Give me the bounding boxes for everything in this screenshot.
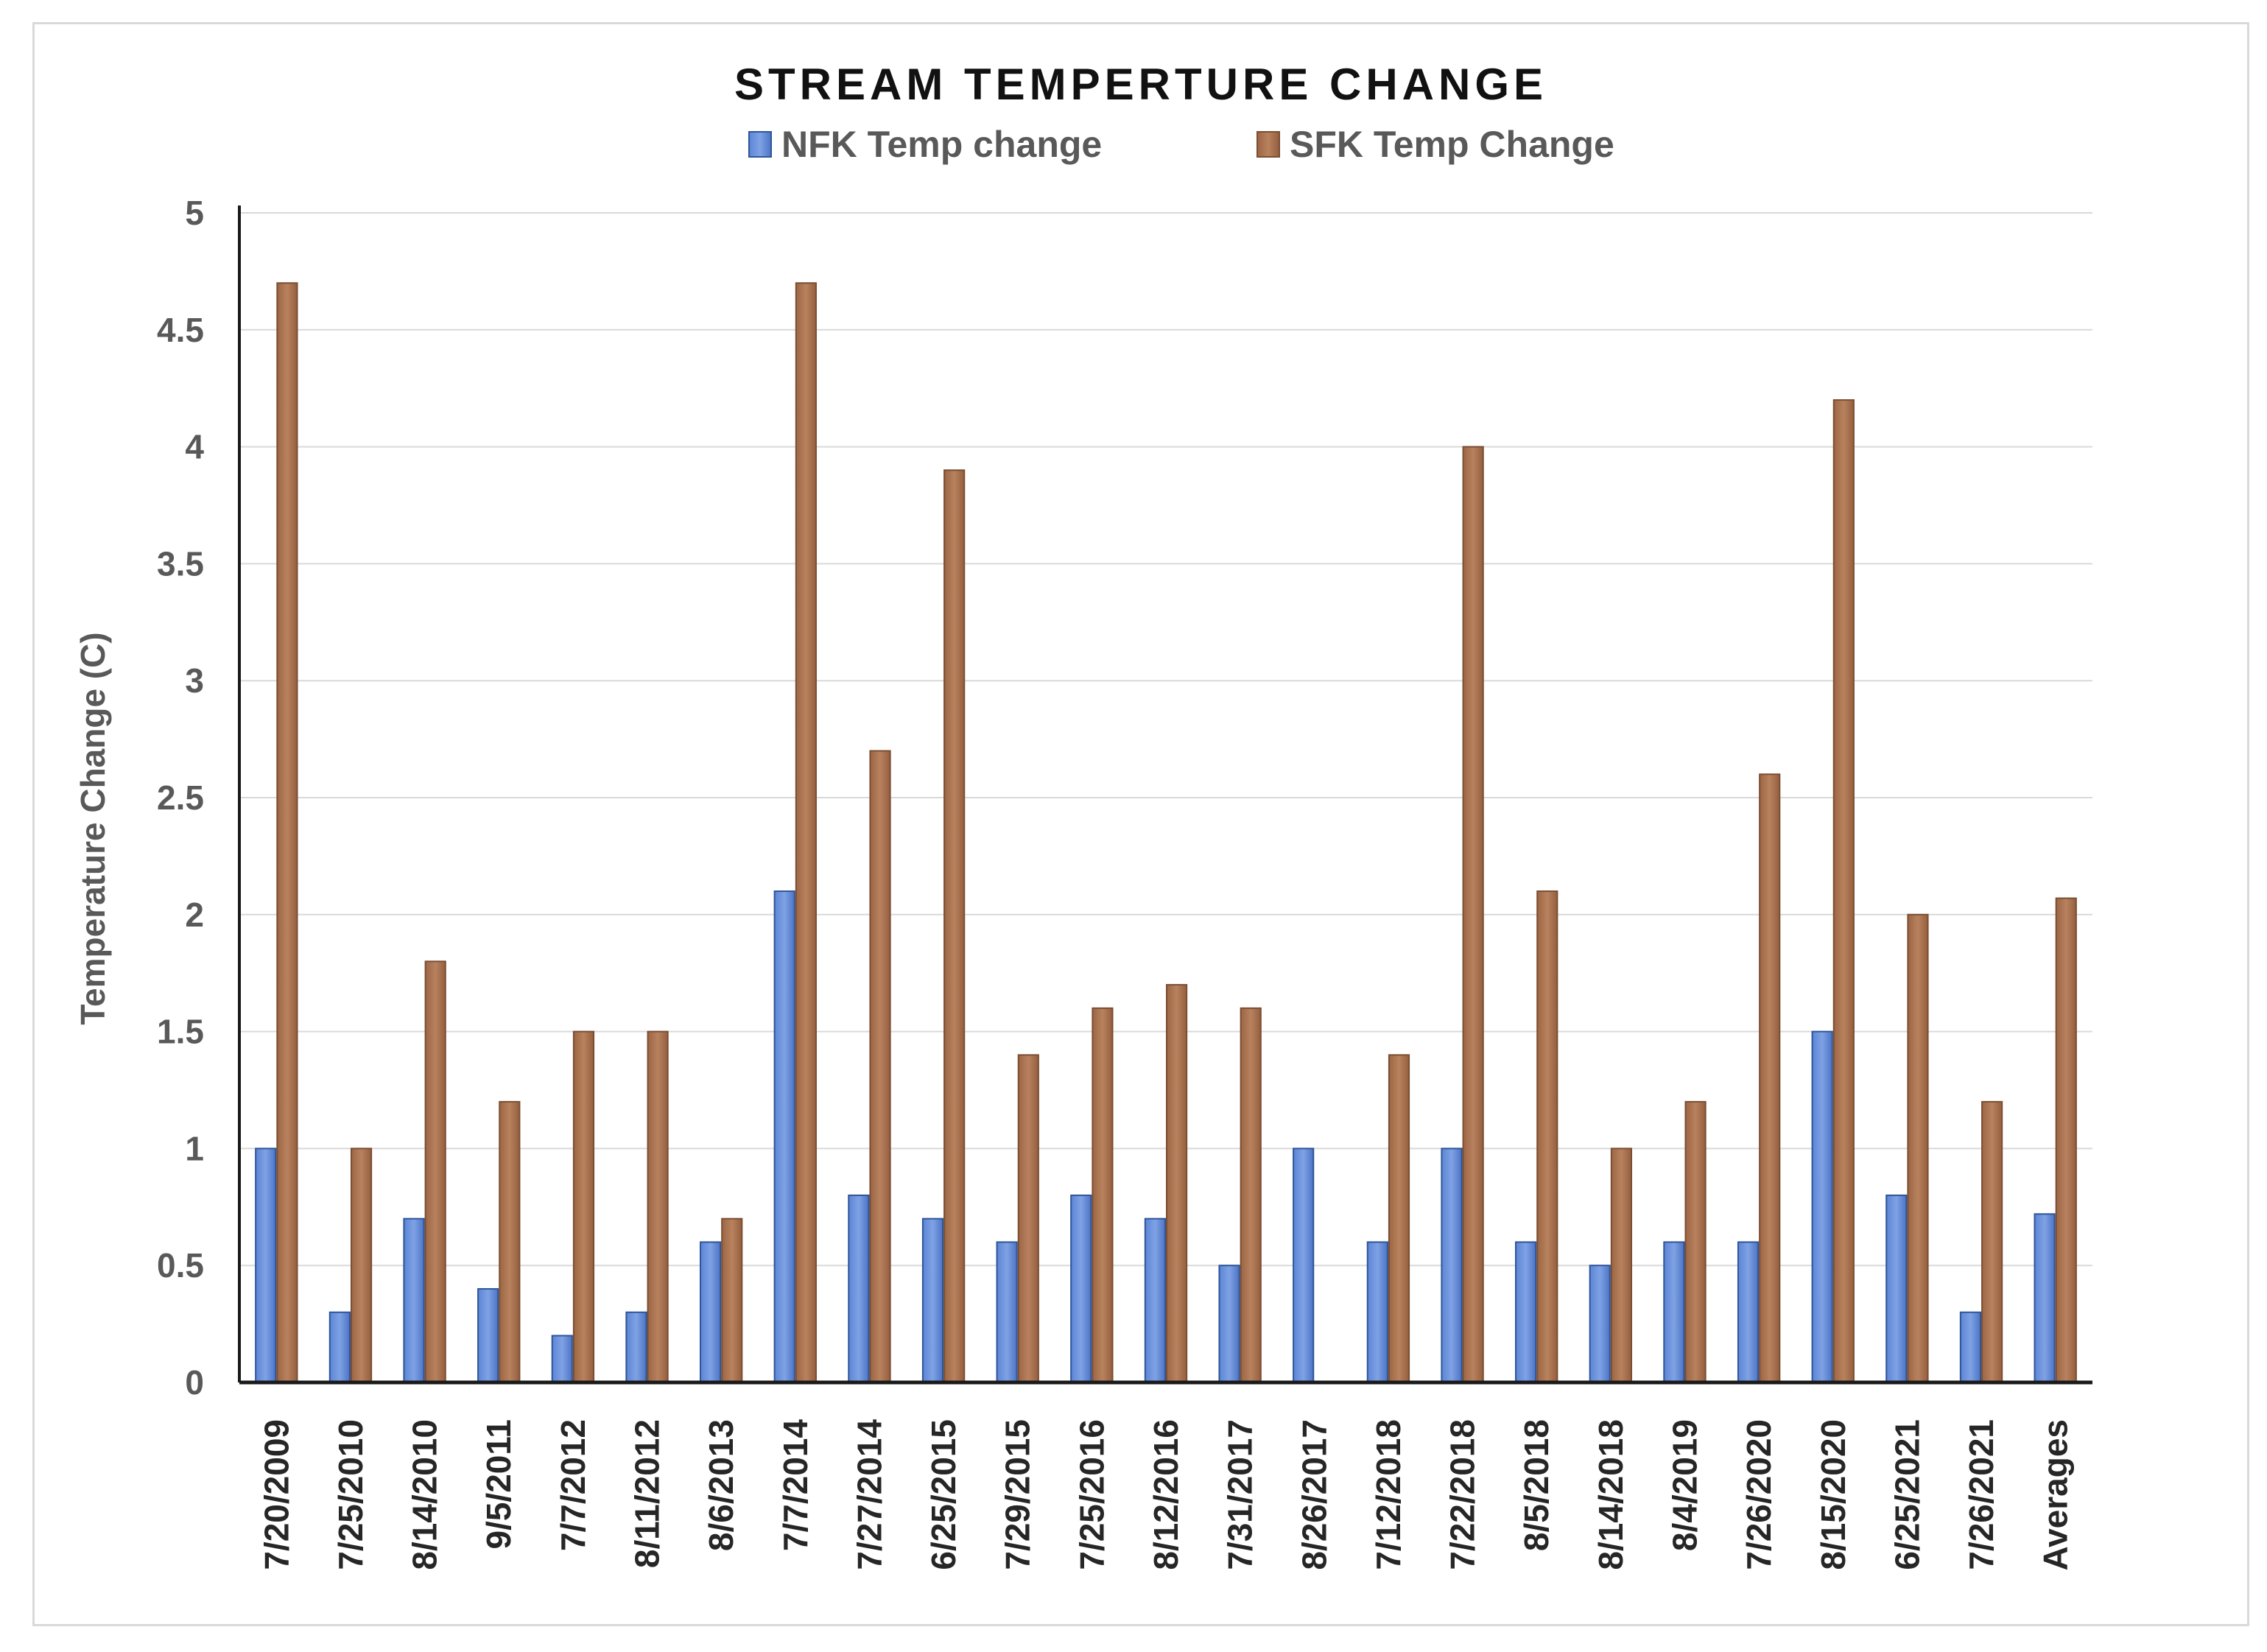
- bar-nfk: [848, 1194, 870, 1384]
- bar-nfk: [1959, 1311, 1982, 1383]
- legend-label-sfk: SFK Temp Change: [1290, 124, 1614, 165]
- bar-sfk: [1017, 1054, 1039, 1383]
- bar-nfk: [1737, 1241, 1760, 1383]
- x-tick-label: 7/7/2014: [776, 1419, 815, 1551]
- bar-nfk: [699, 1241, 722, 1383]
- y-tick-label: 2.5: [157, 778, 204, 817]
- x-axis-ticks: 7/20/2009 7/25/2010 8/14/2010 9/5/2011 7/7/2…: [257, 1419, 2074, 1571]
- x-tick-label: 8/26/2017: [1295, 1419, 1333, 1570]
- bar-sfk: [1462, 446, 1484, 1383]
- bar-sfk: [1832, 399, 1855, 1384]
- y-tick-label: 5: [185, 194, 204, 232]
- x-tick-label: 8/6/2013: [702, 1419, 740, 1551]
- bar-sfk: [943, 469, 966, 1383]
- bar-nfk: [403, 1217, 425, 1384]
- x-tick-label: 7/25/2016: [1072, 1419, 1111, 1570]
- bar-nfk: [625, 1311, 647, 1383]
- bar-sfk: [1240, 1007, 1262, 1383]
- legend-label-nfk: NFK Temp change: [781, 124, 1102, 165]
- x-tick-label: 8/12/2016: [1147, 1419, 1185, 1570]
- x-tick-label: 7/31/2017: [1221, 1419, 1259, 1570]
- bar-sfk: [1166, 984, 1188, 1383]
- x-tick-label: 7/22/2018: [1444, 1419, 1482, 1570]
- bar-nfk: [1663, 1241, 1685, 1383]
- bar-sfk: [647, 1030, 669, 1383]
- bar-nfk: [1589, 1265, 1611, 1383]
- bar-sfk: [1536, 890, 1558, 1384]
- bar-sfk: [424, 960, 446, 1383]
- bar-chart: STREAM TEMPERTURE CHANGE NFK Temp change…: [74, 60, 2092, 1571]
- bar-nfk: [328, 1311, 351, 1383]
- x-tick-label: 7/27/2014: [850, 1419, 888, 1570]
- x-tick-label: 9/5/2011: [479, 1419, 518, 1550]
- x-tick-label: 8/11/2012: [628, 1419, 667, 1568]
- bar-nfk: [1293, 1147, 1315, 1384]
- x-tick-label: 8/14/2018: [1592, 1419, 1630, 1570]
- bar-sfk: [1907, 913, 1929, 1384]
- chart-frame: STREAM TEMPERTURE CHANGE NFK Temp change…: [32, 22, 2249, 1626]
- y-tick-label: 0.5: [157, 1246, 204, 1284]
- bar-sfk: [721, 1217, 743, 1384]
- y-tick-label: 3: [185, 661, 204, 700]
- y-tick-label: 2: [185, 896, 204, 934]
- x-tick-label: 7/26/2020: [1740, 1419, 1778, 1570]
- x-tick-label: 7/7/2012: [554, 1419, 592, 1551]
- bar-nfk: [1366, 1241, 1388, 1383]
- bar-sfk: [1759, 773, 1781, 1383]
- bar-sfk: [499, 1100, 521, 1383]
- y-axis-ticks: 0 0.5 1 1.5 2 2.5 3 3.5 4 4.5 5: [157, 194, 204, 1402]
- x-tick-label: Averages: [2036, 1419, 2075, 1570]
- x-tick-label: 8/14/2010: [406, 1419, 444, 1570]
- bar-nfk: [1070, 1194, 1092, 1384]
- y-tick-label: 1.5: [157, 1013, 204, 1051]
- bar-nfk: [1218, 1265, 1240, 1383]
- axes: [238, 205, 2092, 1385]
- gridlines: [239, 212, 2092, 1267]
- bar-sfk: [869, 750, 891, 1383]
- bar-nfk: [1811, 1030, 1833, 1383]
- y-tick-label: 4: [185, 428, 204, 466]
- bar-nfk: [1441, 1147, 1463, 1384]
- y-tick-label: 1: [185, 1129, 204, 1167]
- y-axis-label: Temperature Change (C): [74, 632, 112, 1024]
- bar-nfk: [1144, 1217, 1166, 1384]
- bar-sfk: [795, 282, 817, 1383]
- y-tick-label: 4.5: [157, 311, 204, 349]
- x-tick-label: 8/5/2018: [1517, 1419, 1556, 1551]
- bars: [255, 282, 2077, 1384]
- bar-sfk: [1981, 1100, 2003, 1383]
- bar-sfk: [572, 1030, 595, 1383]
- bar-nfk: [477, 1287, 499, 1383]
- bar-nfk: [1515, 1241, 1537, 1383]
- bar-nfk: [551, 1335, 573, 1383]
- bar-sfk: [2055, 897, 2077, 1383]
- y-tick-label: 0: [185, 1363, 204, 1402]
- chart-title: STREAM TEMPERTURE CHANGE: [734, 60, 1547, 109]
- y-tick-label: 3.5: [157, 544, 204, 583]
- bar-sfk: [350, 1147, 373, 1384]
- bar-sfk: [1092, 1007, 1114, 1383]
- bar-sfk: [276, 282, 298, 1383]
- bar-nfk: [996, 1241, 1018, 1383]
- bar-sfk: [1684, 1100, 1707, 1383]
- x-tick-label: 7/25/2010: [331, 1419, 370, 1570]
- bar-nfk: [255, 1147, 277, 1384]
- x-tick-label: 8/15/2020: [1814, 1419, 1852, 1570]
- bar-sfk: [1610, 1147, 1633, 1384]
- x-tick-label: 7/12/2018: [1369, 1419, 1407, 1570]
- legend-swatch-sfk: [1256, 131, 1280, 158]
- legend-swatch-nfk: [748, 131, 772, 158]
- bar-nfk: [773, 890, 795, 1384]
- x-tick-label: 7/26/2021: [1962, 1419, 2000, 1570]
- x-tick-label: 7/20/2009: [257, 1419, 295, 1570]
- x-tick-label: 7/29/2015: [999, 1419, 1037, 1570]
- bar-nfk: [1885, 1194, 1908, 1384]
- bar-nfk: [921, 1217, 944, 1384]
- x-tick-label: 6/25/2015: [924, 1419, 963, 1570]
- legend: NFK Temp change SFK Temp Change: [748, 124, 1614, 165]
- bar-sfk: [1388, 1054, 1410, 1383]
- x-tick-label: 8/4/2019: [1665, 1419, 1704, 1551]
- bar-nfk: [2034, 1213, 2056, 1383]
- x-tick-label: 6/25/2021: [1888, 1419, 1926, 1570]
